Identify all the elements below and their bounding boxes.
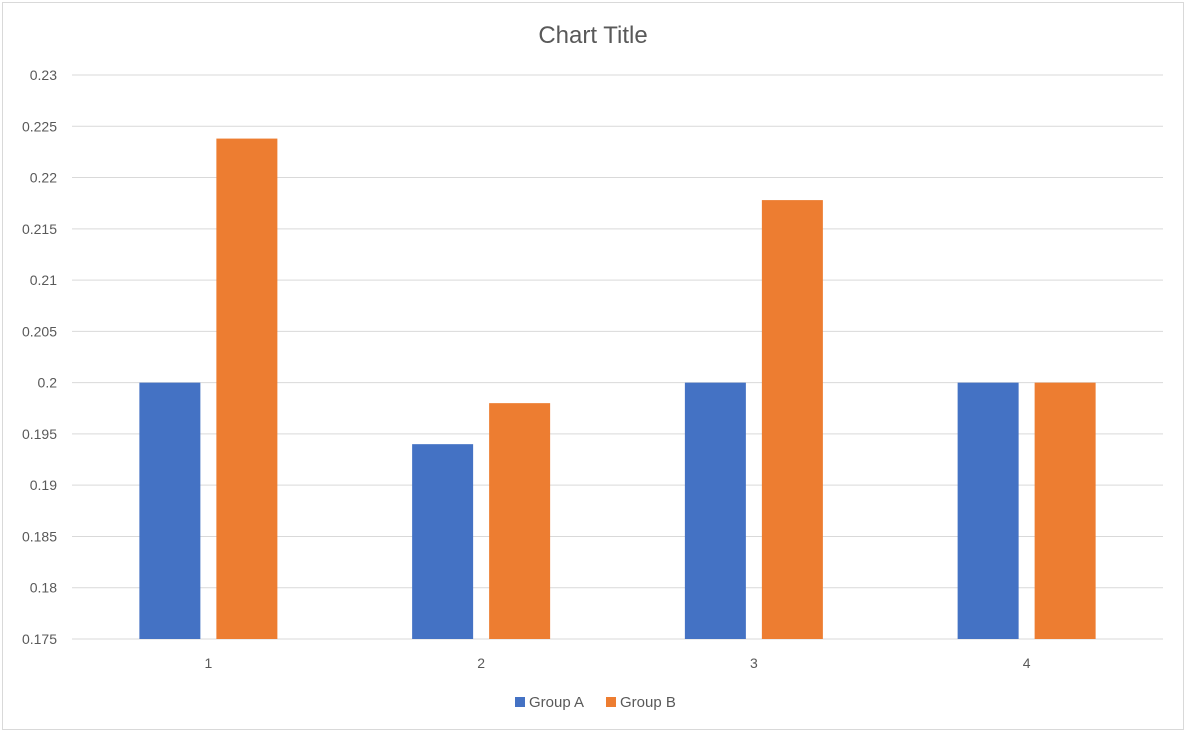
y-tick-label: 0.175 (22, 631, 57, 647)
x-tick-label: 4 (1023, 655, 1031, 671)
bar-group-a-4 (957, 382, 1019, 639)
y-tick-label: 0.205 (22, 323, 57, 339)
legend-swatch (515, 697, 525, 707)
y-tick-label: 0.19 (30, 477, 57, 493)
legend-label: Group A (529, 694, 584, 711)
x-axis-tick-labels: 1 2 3 4 (204, 655, 1030, 671)
bar-group-b-4 (1034, 382, 1096, 639)
bar-group-b-2 (489, 403, 551, 639)
y-tick-label: 0.21 (30, 272, 57, 288)
legend: Group A Group B (515, 694, 676, 711)
legend-swatch (606, 697, 616, 707)
x-tick-label: 2 (477, 655, 485, 671)
y-axis-tick-labels: 0.175 0.18 0.185 0.19 0.195 0.2 0.205 0.21 0.215… (22, 67, 57, 647)
bar-group-a-2 (412, 444, 474, 639)
y-tick-label: 0.2 (38, 375, 58, 391)
bar-group-a-1 (139, 382, 201, 639)
legend-label: Group B (620, 694, 676, 711)
bar-group-b-1 (216, 138, 278, 639)
x-tick-label: 3 (750, 655, 758, 671)
bar-group-a-3 (684, 382, 746, 639)
x-tick-label: 1 (204, 655, 212, 671)
bars (139, 138, 1096, 639)
y-tick-label: 0.215 (22, 221, 57, 237)
y-tick-label: 0.185 (22, 528, 57, 544)
y-tick-label: 0.23 (30, 67, 57, 83)
bar-group-b-3 (761, 200, 823, 639)
y-tick-label: 0.225 (22, 118, 57, 134)
chart-title: Chart Title (538, 22, 647, 49)
y-tick-label: 0.195 (22, 426, 57, 442)
y-tick-label: 0.18 (30, 580, 57, 596)
y-tick-label: 0.22 (30, 170, 57, 186)
